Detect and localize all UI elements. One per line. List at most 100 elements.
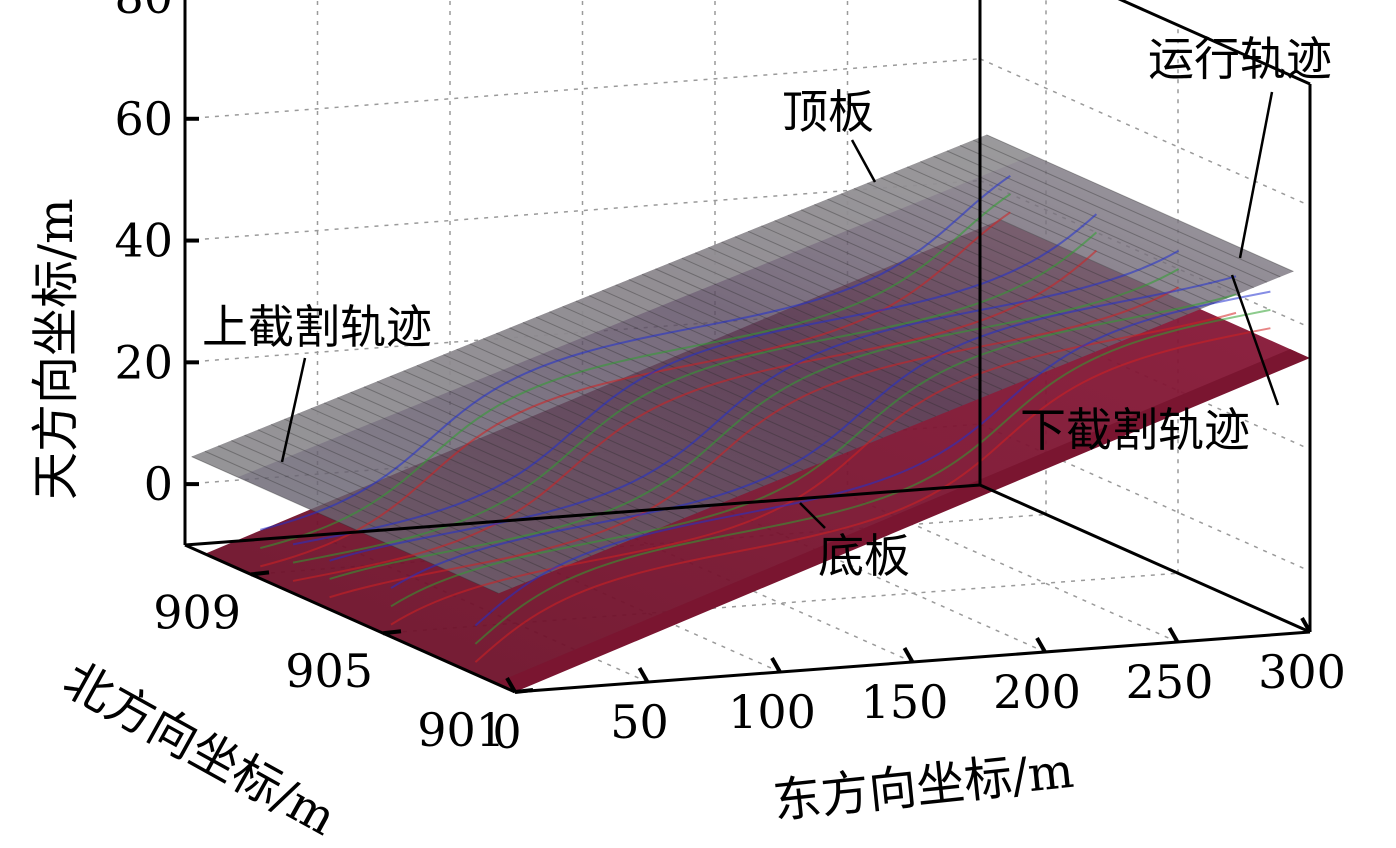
x-tick-mark [637, 667, 650, 683]
roof-mesh-line [602, 289, 910, 428]
trajectory-lower_cut [390, 275, 1237, 589]
annotations: 顶板 底板 上截割轨迹 运行轨迹 下截割轨迹 [202, 32, 1332, 583]
trajectory-run [390, 293, 1237, 608]
x-tick-mark [902, 647, 915, 663]
x-tick-label: 250 [1126, 655, 1214, 709]
roof-mesh-line [774, 220, 1082, 358]
grid-line-z [184, 58, 981, 120]
trajectory-upper_cut [329, 286, 1180, 599]
z-tick-label: 40 [114, 214, 173, 268]
roof-mesh-line [443, 354, 751, 492]
z-tick-label: 80 [114, 0, 173, 24]
trajectory-upper_cut [390, 311, 1237, 626]
y-tick-label: 909 [153, 585, 241, 639]
z-axis-title: 天方向坐标/m [28, 198, 84, 500]
roof-mesh-line [429, 359, 738, 498]
roof-mesh-line [390, 375, 698, 514]
grid-line-z [184, 179, 981, 242]
z-tick-label: 0 [144, 457, 173, 511]
y-tick-mark [382, 629, 402, 636]
roof-mesh-line [959, 145, 1268, 283]
axis-frame-edge [1117, 0, 1311, 86]
annotation-roof-leader [850, 139, 877, 183]
annotation-upper-cut: 上截割轨迹 [202, 300, 432, 354]
roof-mesh-line [867, 182, 1175, 321]
roof-mesh-line [257, 429, 565, 567]
annotation-lower-cut-leader [1230, 274, 1280, 406]
roof-mesh-line [482, 338, 791, 476]
x-tick-label: 50 [610, 695, 669, 749]
x-tick-label: 100 [728, 685, 816, 739]
y-tick-label: 905 [285, 644, 373, 698]
roof-mesh-line [933, 155, 1241, 294]
roof-mesh-line [588, 295, 897, 433]
roof-mesh-line [549, 311, 857, 449]
z-tick-label: 20 [114, 335, 173, 389]
x-tick-mark [1167, 627, 1180, 643]
axis-frame-edge [979, 483, 1311, 634]
roof-mesh-line [535, 316, 844, 455]
trajectory-lower_cut [260, 174, 1011, 531]
roof-mesh-line [363, 386, 671, 525]
trajectory-upper_cut [260, 211, 1011, 568]
roof-mesh-line [800, 209, 1109, 348]
roof-mesh-line [946, 150, 1254, 289]
roof-mesh-line [920, 161, 1228, 299]
y-tick-mark [250, 570, 270, 577]
roof-mesh-line [814, 204, 1122, 342]
roof-mesh-line [562, 305, 870, 444]
x-tick-label: 300 [1258, 645, 1346, 699]
roof-mesh-line [893, 171, 1201, 310]
roof-mesh-line [509, 327, 817, 466]
x-tick-label: 200 [993, 665, 1081, 719]
annotation-run-leader [1238, 91, 1274, 259]
roof-mesh-line [853, 187, 1162, 326]
x-tick-mark [770, 657, 782, 673]
roof-mesh-line [655, 268, 963, 407]
trajectory-upper_cut [292, 249, 1098, 582]
x-tick-mark [505, 677, 517, 693]
roof-mesh-line [323, 402, 632, 541]
x-tick-label: 0 [492, 705, 521, 759]
roof-mesh-line [575, 300, 883, 439]
roof-mesh-line [787, 214, 1095, 353]
roof-mesh-line [615, 284, 923, 423]
roof-mesh-line [469, 343, 777, 482]
trajectory-lower_cut [474, 290, 1271, 627]
tick-labels: 0 50 100 150 200 250 300 901 905 909 0 20 40 60 80 [114, 0, 1345, 759]
axis-frame-edge [184, 483, 981, 547]
roof-mesh-line [973, 139, 1281, 278]
y-tick-label: 901 [417, 703, 505, 757]
roof-mesh-line [522, 322, 830, 460]
trajectories [260, 174, 1271, 663]
roof-mesh-line [310, 407, 618, 546]
floor-edge [495, 349, 1310, 692]
y-tick-mark [514, 688, 534, 694]
annotation-upper-cut-leader [280, 357, 307, 463]
roof-mesh-line [496, 332, 804, 471]
roof-mesh-line [231, 440, 539, 578]
annotation-roof: 顶板 [782, 85, 874, 139]
roof-mesh-line [217, 445, 526, 584]
roof-mesh-line [376, 381, 685, 519]
trajectory-run [292, 231, 1098, 564]
x-tick-mark [1035, 637, 1047, 653]
annotation-lower-cut: 下截割轨迹 [1020, 403, 1250, 457]
z-tick-label: 60 [114, 92, 173, 146]
roof-mesh-line [906, 166, 1215, 305]
roof-surface [191, 134, 1294, 594]
x-tick-label: 150 [861, 675, 949, 729]
x-tick-mark [1300, 617, 1312, 633]
trajectory-lower_cut [292, 213, 1098, 546]
roof-mesh-line [337, 397, 645, 535]
axis-frame-edge [184, 543, 516, 694]
roof-mesh-line [204, 450, 512, 589]
roof-mesh-line [350, 391, 658, 530]
x-axis-title: 东方向坐标/m [770, 743, 1076, 830]
trajectory-upper_cut [474, 327, 1271, 663]
roof-mesh-line [840, 193, 1148, 331]
roof-mesh-line [681, 257, 989, 396]
roof-far-edge [191, 134, 1033, 478]
annotation-run: 运行轨迹 [1148, 32, 1332, 86]
